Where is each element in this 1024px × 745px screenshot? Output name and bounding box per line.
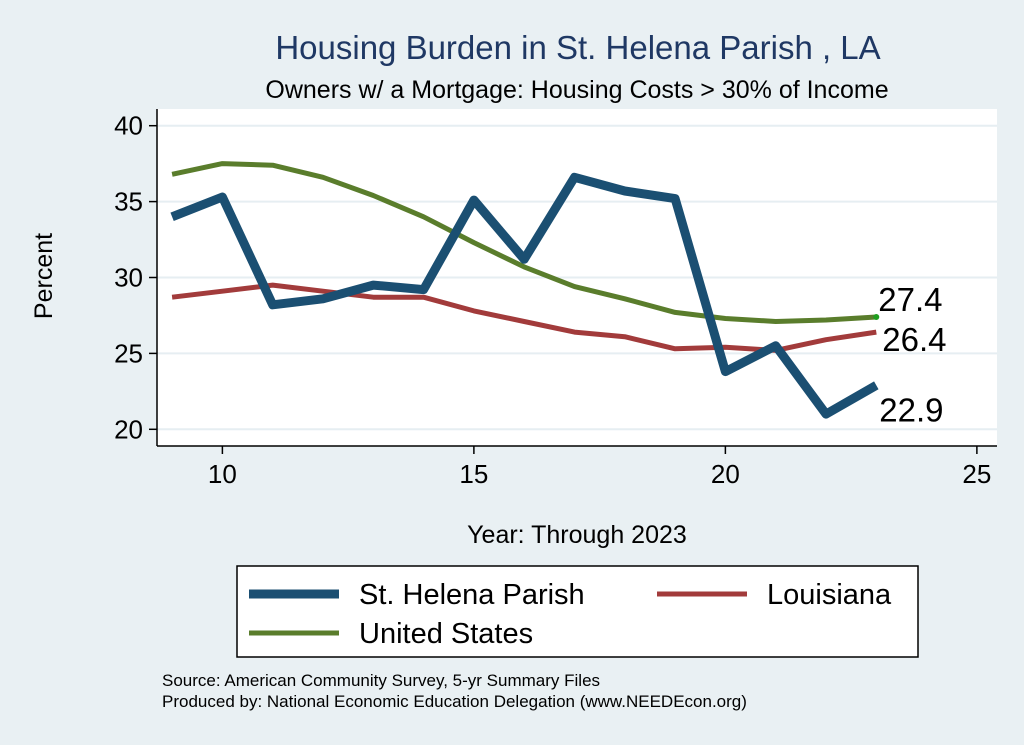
end-label-united-states: 27.4	[878, 281, 942, 318]
series-line-united-states	[171, 161, 877, 324]
legend-label-louisiana: Louisiana	[767, 579, 892, 611]
x-tick-label: 10	[208, 459, 237, 489]
y-tick-label: 20	[114, 414, 143, 444]
x-tick-label: 25	[962, 459, 991, 489]
series-line-st-helena	[170, 172, 879, 419]
end-label-st-helena: 22.9	[879, 391, 943, 428]
end-label-louisiana: 26.4	[882, 321, 946, 358]
legend-label-united-states: United States	[359, 618, 533, 650]
gridlines	[157, 124, 997, 431]
axes	[149, 109, 997, 454]
chart-title: Housing Burden in St. Helena Parish , LA	[275, 29, 880, 66]
end-labels: 22.9 26.427.4	[878, 281, 946, 428]
y-tick-label: 25	[114, 338, 143, 368]
chart-subtitle: Owners w/ a Mortgage: Housing Costs > 30…	[265, 76, 888, 104]
y-tick-label: 40	[114, 111, 143, 141]
series-lines	[170, 161, 880, 419]
source-note: Source: American Community Survey, 5-yr …	[162, 671, 600, 690]
legend: St. Helena Parish Louisiana United State…	[236, 565, 919, 658]
y-axis-title: Percent	[30, 233, 58, 319]
legend-box	[236, 565, 919, 658]
x-tick-label: 15	[459, 459, 488, 489]
legend-label-st-helena: St. Helena Parish	[359, 579, 585, 611]
y-tick-label: 30	[114, 263, 143, 293]
x-tick-label: 20	[711, 459, 740, 489]
x-axis-title: Year: Through 2023	[467, 521, 687, 549]
tick-labels: 20 25 30 35 40 10 15 20 25	[114, 111, 991, 489]
produced-by-note: Produced by: National Economic Education…	[162, 692, 747, 711]
us-end-marker	[873, 313, 880, 320]
y-tick-label: 35	[114, 187, 143, 217]
